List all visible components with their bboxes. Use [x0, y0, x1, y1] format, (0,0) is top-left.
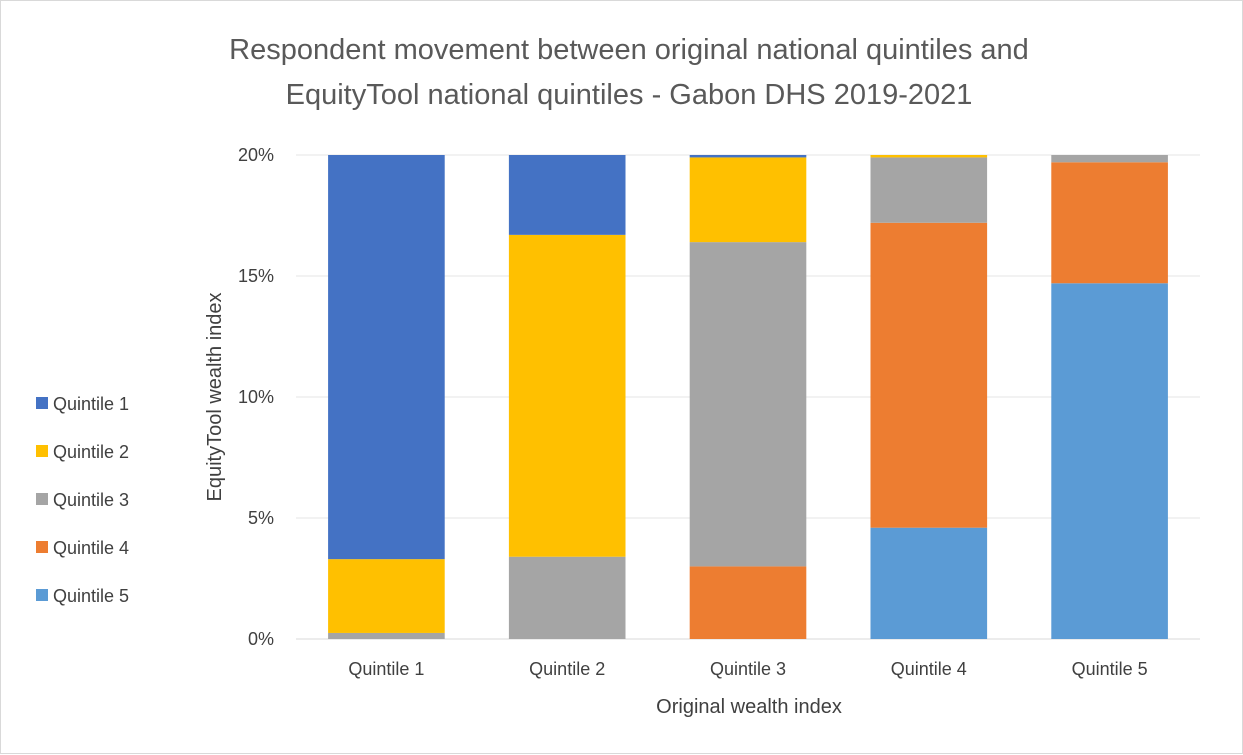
- bar-segment: [870, 527, 988, 639]
- bars: [328, 155, 1168, 639]
- legend-swatch: [36, 541, 48, 553]
- bar-segment: [508, 556, 626, 639]
- legend-swatch: [36, 589, 48, 601]
- chart-title-line-1: Respondent movement between original nat…: [229, 34, 1029, 66]
- bar-segment: [870, 157, 988, 223]
- chart-title-line-2: EquityTool national quintiles - Gabon DH…: [286, 79, 973, 111]
- x-tick-label: Quintile 3: [710, 659, 786, 679]
- y-tick-label: 0%: [248, 629, 274, 649]
- y-tick-label: 15%: [238, 266, 274, 286]
- bar-segment: [689, 242, 807, 567]
- y-tick-label: 5%: [248, 508, 274, 528]
- legend: Quintile 1 Quintile 2 Quintile 3 Quintile 4…: [36, 394, 129, 606]
- bar-segment: [1051, 283, 1168, 639]
- y-tick-label: 20%: [238, 145, 274, 165]
- x-tick-label: Quintile 4: [891, 659, 967, 679]
- bar-segment: [328, 559, 445, 633]
- bar-segment: [689, 155, 807, 158]
- legend-swatch: [36, 397, 48, 409]
- y-tick-labels: 0% 5% 10% 15% 20%: [238, 145, 274, 649]
- bar-segment: [689, 157, 807, 243]
- bar-segment: [870, 222, 988, 528]
- legend-label: Quintile 3: [53, 490, 129, 510]
- x-tick-label: Quintile 2: [529, 659, 605, 679]
- x-tick-label: Quintile 1: [348, 659, 424, 679]
- bar-segment: [689, 566, 807, 639]
- y-axis-title: EquityTool wealth index: [204, 292, 226, 501]
- bar-segment: [508, 234, 626, 557]
- x-tick-label: Quintile 5: [1072, 659, 1148, 679]
- bar-segment: [870, 155, 988, 158]
- legend-label: Quintile 1: [53, 394, 129, 414]
- legend-swatch: [36, 493, 48, 505]
- legend-label: Quintile 4: [53, 538, 129, 558]
- bar-segment: [1051, 162, 1168, 284]
- legend-swatch: [36, 445, 48, 457]
- legend-label: Quintile 5: [53, 586, 129, 606]
- bar-segment: [328, 155, 445, 560]
- x-axis-title: Original wealth index: [656, 696, 842, 718]
- y-tick-label: 10%: [238, 387, 274, 407]
- legend-label: Quintile 2: [53, 442, 129, 462]
- bar-segment: [1051, 155, 1168, 163]
- bar-segment: [328, 632, 445, 639]
- x-tick-labels: Quintile 1 Quintile 2 Quintile 3 Quintile 4…: [348, 659, 1147, 679]
- bar-segment: [508, 155, 626, 235]
